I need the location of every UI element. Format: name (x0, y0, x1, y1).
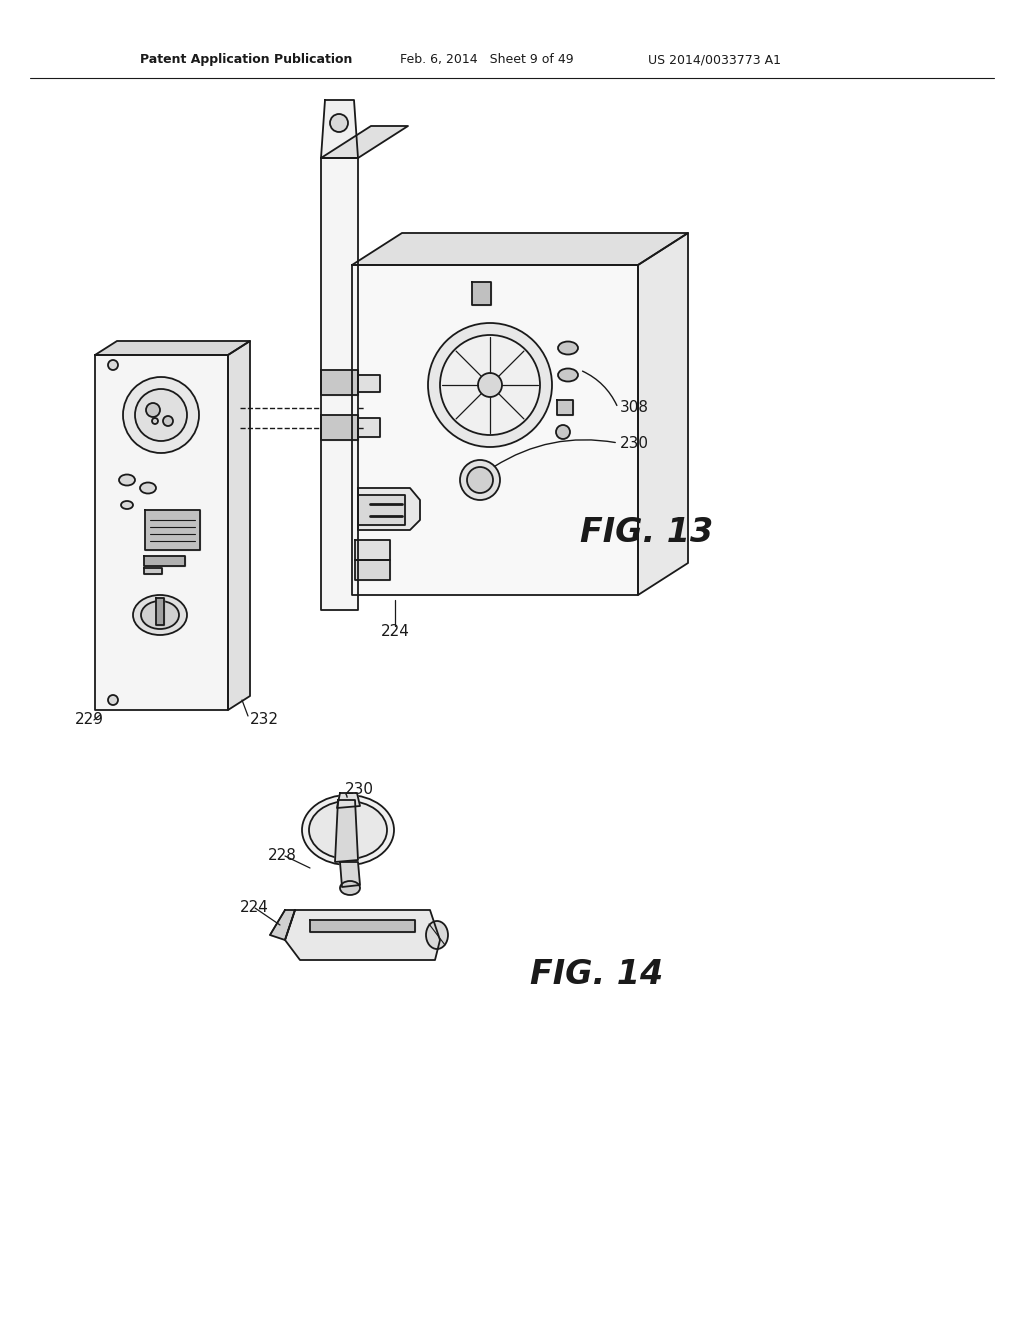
Text: FIG. 14: FIG. 14 (530, 958, 664, 991)
Polygon shape (321, 370, 358, 395)
Circle shape (108, 360, 118, 370)
Text: 308: 308 (620, 400, 649, 416)
Ellipse shape (340, 880, 360, 895)
Text: 232: 232 (250, 713, 279, 727)
Polygon shape (144, 556, 185, 566)
Ellipse shape (558, 368, 578, 381)
Polygon shape (310, 920, 415, 932)
Text: 228: 228 (268, 849, 297, 863)
Circle shape (163, 416, 173, 426)
Polygon shape (358, 495, 406, 525)
Circle shape (460, 459, 500, 500)
Polygon shape (358, 375, 380, 392)
Polygon shape (321, 125, 408, 158)
Polygon shape (557, 400, 573, 414)
Circle shape (152, 418, 158, 424)
Polygon shape (355, 540, 390, 560)
Ellipse shape (558, 342, 578, 355)
Polygon shape (321, 414, 358, 440)
Circle shape (467, 467, 493, 492)
Ellipse shape (141, 601, 179, 630)
Ellipse shape (133, 595, 187, 635)
Polygon shape (472, 282, 490, 305)
Polygon shape (144, 568, 162, 574)
Ellipse shape (309, 801, 387, 859)
Circle shape (146, 403, 160, 417)
Polygon shape (321, 100, 358, 158)
Circle shape (123, 378, 199, 453)
Circle shape (478, 374, 502, 397)
Ellipse shape (426, 921, 449, 949)
Polygon shape (270, 909, 295, 940)
Ellipse shape (119, 474, 135, 486)
Polygon shape (95, 355, 228, 710)
Text: 230: 230 (345, 783, 374, 797)
Polygon shape (335, 800, 358, 862)
Text: Feb. 6, 2014   Sheet 9 of 49: Feb. 6, 2014 Sheet 9 of 49 (400, 54, 573, 66)
Polygon shape (145, 510, 200, 550)
Polygon shape (321, 158, 358, 610)
Polygon shape (352, 234, 688, 265)
Text: 230: 230 (620, 436, 649, 450)
Polygon shape (358, 488, 420, 531)
Polygon shape (352, 265, 638, 595)
Circle shape (440, 335, 540, 436)
Polygon shape (340, 862, 360, 887)
Polygon shape (358, 418, 380, 437)
Circle shape (135, 389, 187, 441)
Polygon shape (95, 341, 250, 355)
Ellipse shape (302, 795, 394, 865)
Text: 229: 229 (75, 713, 104, 727)
Polygon shape (638, 234, 688, 595)
Circle shape (330, 114, 348, 132)
Text: FIG. 13: FIG. 13 (580, 516, 714, 549)
Circle shape (108, 696, 118, 705)
Circle shape (428, 323, 552, 447)
Text: Patent Application Publication: Patent Application Publication (140, 54, 352, 66)
Polygon shape (156, 598, 164, 624)
Text: US 2014/0033773 A1: US 2014/0033773 A1 (648, 54, 781, 66)
Polygon shape (285, 909, 440, 960)
Polygon shape (228, 341, 250, 710)
Text: 224: 224 (381, 624, 410, 639)
Ellipse shape (140, 483, 156, 494)
Polygon shape (337, 793, 360, 808)
Text: 224: 224 (240, 900, 269, 916)
Circle shape (556, 425, 570, 440)
Ellipse shape (121, 502, 133, 510)
Polygon shape (355, 560, 390, 579)
